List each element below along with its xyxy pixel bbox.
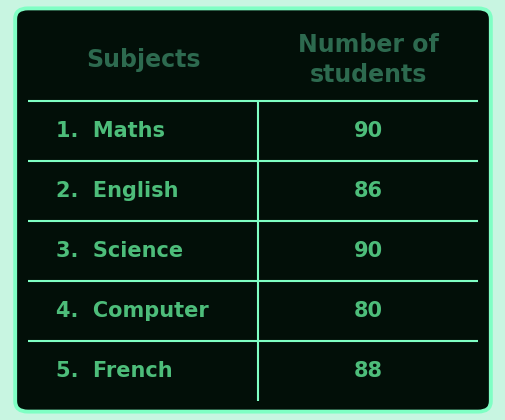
Text: 1.  Maths: 1. Maths [56, 121, 164, 141]
Text: 3.  Science: 3. Science [56, 241, 182, 261]
Text: Number of
students: Number of students [297, 33, 438, 87]
Text: 5.  French: 5. French [56, 361, 172, 381]
Text: 90: 90 [353, 241, 382, 261]
Text: Subjects: Subjects [86, 48, 200, 72]
Text: 80: 80 [353, 301, 382, 321]
FancyBboxPatch shape [15, 8, 490, 412]
Text: 88: 88 [353, 361, 382, 381]
Text: 2.  English: 2. English [56, 181, 178, 201]
Text: 86: 86 [353, 181, 382, 201]
Text: 4.  Computer: 4. Computer [56, 301, 208, 321]
Text: 90: 90 [353, 121, 382, 141]
